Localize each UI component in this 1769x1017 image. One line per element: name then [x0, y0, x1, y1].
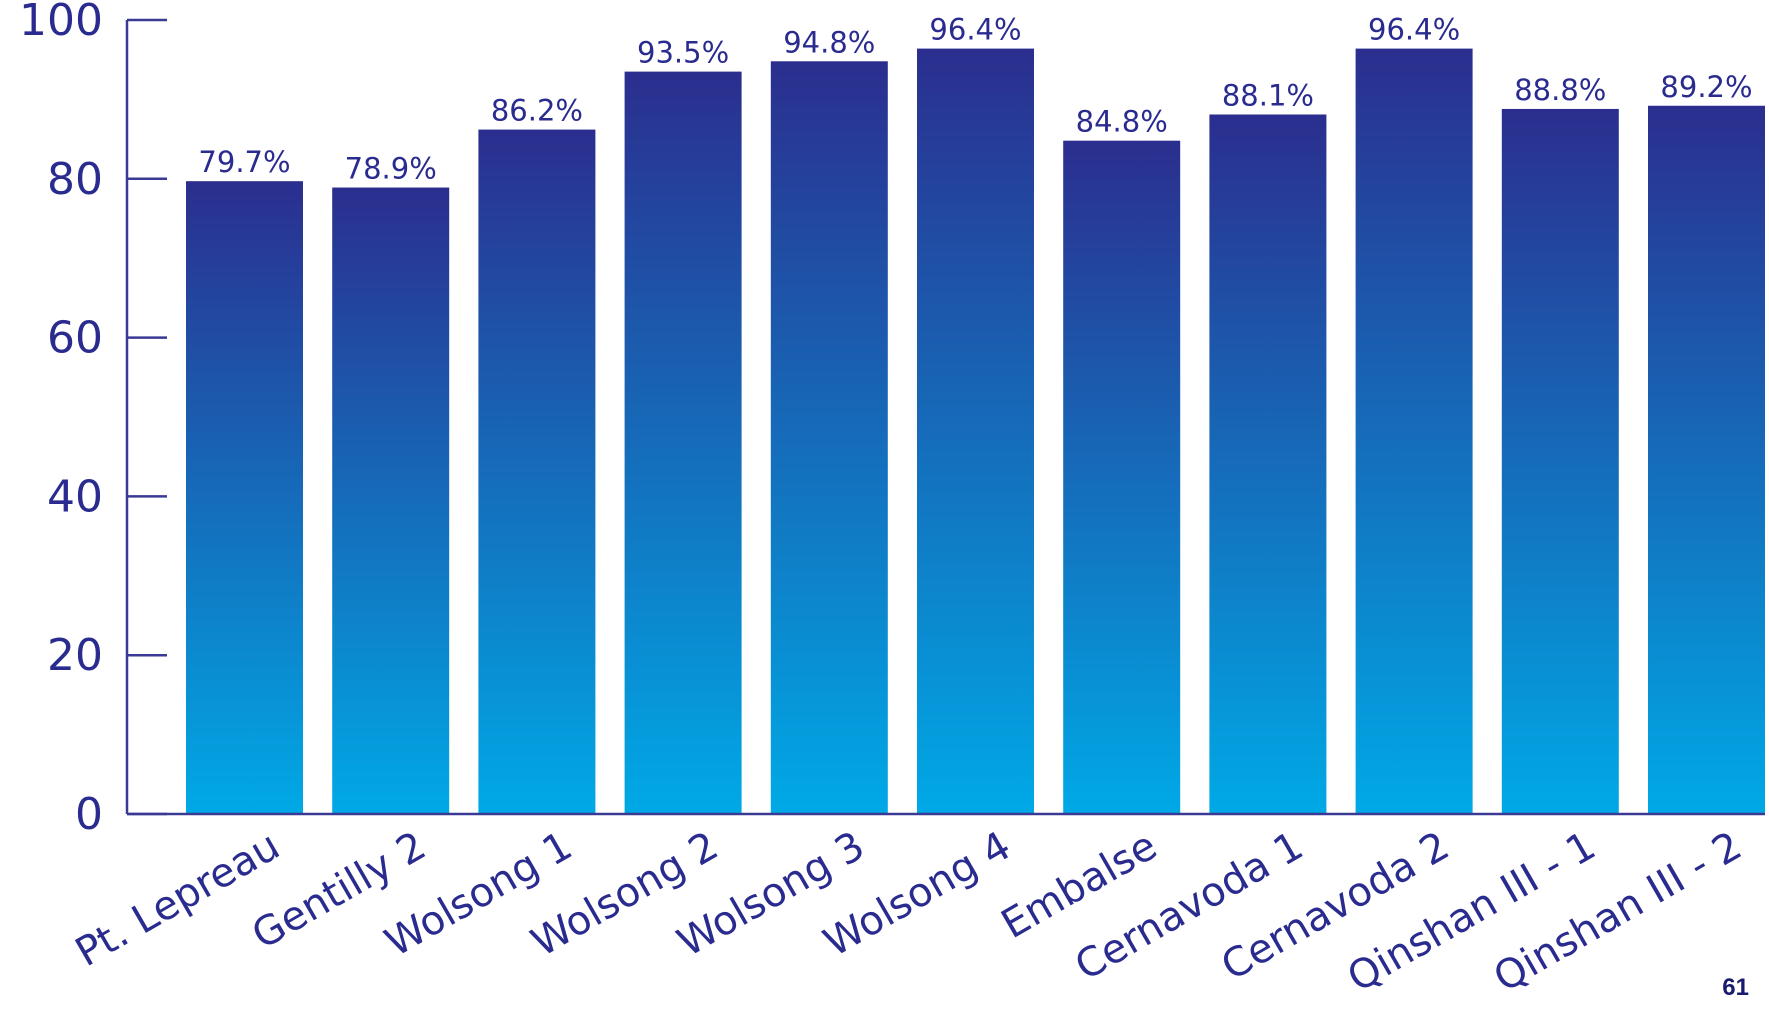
bar [332, 187, 450, 814]
bar [917, 48, 1034, 815]
bar [1209, 114, 1327, 814]
y-tick-label: 100 [19, 0, 103, 46]
y-tick-label: 60 [47, 313, 103, 364]
category-label: Qinshan III - 2 [1486, 823, 1749, 1002]
y-tick-label: 0 [75, 789, 103, 840]
data-label: 86.2% [491, 94, 583, 128]
data-label: 84.8% [1076, 105, 1168, 139]
data-label: 78.9% [345, 152, 437, 186]
page-number: 61 [1722, 974, 1749, 1001]
data-label: 89.2% [1660, 70, 1752, 104]
data-label: 79.7% [198, 145, 290, 179]
bar [1355, 48, 1473, 815]
bar [478, 129, 596, 814]
y-tick-label: 40 [47, 471, 103, 522]
data-label: 93.5% [637, 36, 729, 70]
bar [770, 61, 888, 814]
bar [1648, 105, 1765, 814]
y-tick-label: 80 [47, 154, 103, 205]
data-label: 96.4% [1368, 13, 1460, 47]
bar [1501, 108, 1619, 815]
bar [186, 181, 303, 814]
data-label: 88.8% [1514, 73, 1606, 107]
data-label: 88.1% [1222, 78, 1314, 112]
data-label: 94.8% [783, 25, 875, 59]
data-labels-group: 79.7% 78.9% 86.2% 93.5% 94.8% 96.4% 84.8% 88.1%… [198, 13, 1752, 186]
bar [624, 71, 742, 815]
category-label: Qinshan III - 1 [1340, 823, 1603, 1002]
category-label: Pt. Lepreau [68, 823, 287, 976]
bars-group [186, 48, 1765, 815]
bar [1063, 140, 1181, 815]
y-tick-label: 20 [47, 630, 103, 681]
data-label: 96.4% [929, 13, 1021, 47]
axes-group: 0 20 40 60 80 100 [19, 0, 1765, 840]
